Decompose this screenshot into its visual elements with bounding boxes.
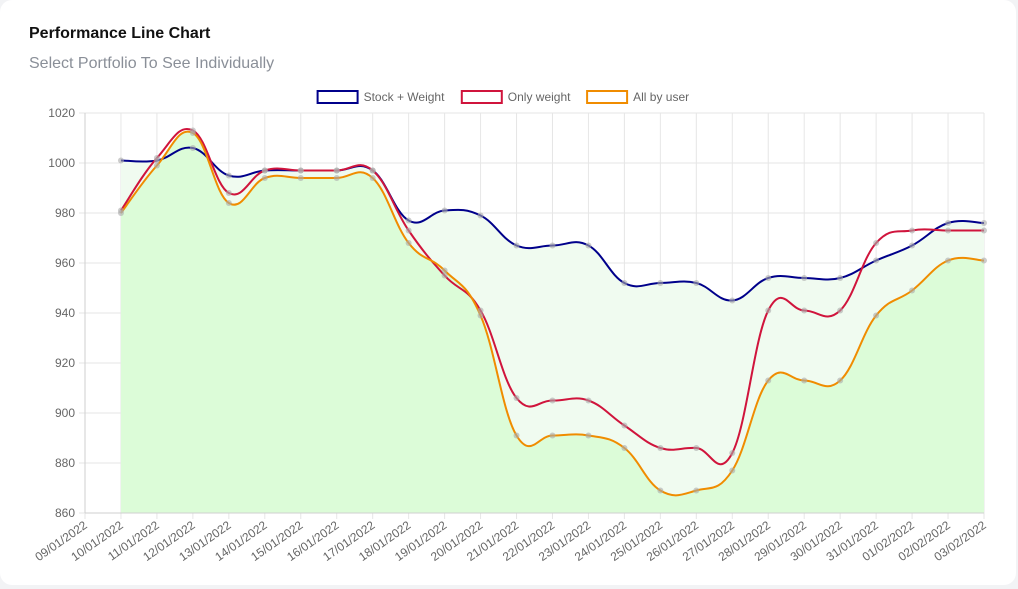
- data-points: [117, 127, 987, 494]
- data-point[interactable]: [801, 307, 808, 314]
- data-point[interactable]: [369, 175, 376, 181]
- legend-label[interactable]: All by user: [633, 90, 689, 104]
- data-point[interactable]: [513, 432, 520, 439]
- data-point[interactable]: [765, 275, 772, 281]
- data-point[interactable]: [261, 167, 268, 174]
- data-point[interactable]: [657, 445, 664, 451]
- data-point[interactable]: [441, 267, 448, 274]
- y-tick-label: 1000: [48, 156, 75, 170]
- data-point[interactable]: [981, 220, 987, 226]
- data-point[interactable]: [837, 377, 844, 384]
- legend-label[interactable]: Only weight: [508, 90, 571, 104]
- data-point[interactable]: [549, 432, 556, 439]
- data-point[interactable]: [729, 297, 736, 304]
- y-tick-label: 1020: [48, 106, 75, 120]
- data-point[interactable]: [909, 227, 916, 234]
- data-point[interactable]: [333, 175, 340, 181]
- data-point[interactable]: [405, 217, 412, 224]
- data-point[interactable]: [153, 162, 160, 169]
- data-point[interactable]: [585, 397, 592, 404]
- data-point[interactable]: [117, 157, 124, 164]
- chart-title: Performance Line Chart: [29, 25, 211, 42]
- series-fill: [120, 131, 984, 513]
- y-tick-label: 960: [55, 256, 75, 270]
- data-point[interactable]: [909, 287, 916, 294]
- data-point[interactable]: [225, 190, 232, 196]
- data-point[interactable]: [153, 155, 160, 161]
- data-point[interactable]: [549, 242, 556, 249]
- data-point[interactable]: [657, 280, 664, 286]
- area-fills: [120, 131, 984, 513]
- data-point[interactable]: [261, 175, 268, 181]
- data-point[interactable]: [621, 445, 628, 451]
- data-point[interactable]: [837, 307, 844, 314]
- data-point[interactable]: [945, 257, 952, 264]
- data-point[interactable]: [405, 240, 412, 246]
- data-point[interactable]: [837, 275, 844, 281]
- data-point[interactable]: [765, 377, 772, 384]
- data-point[interactable]: [225, 200, 232, 206]
- data-point[interactable]: [621, 422, 628, 429]
- data-point[interactable]: [657, 487, 664, 494]
- data-point[interactable]: [801, 377, 808, 384]
- data-point[interactable]: [117, 210, 124, 216]
- data-point[interactable]: [873, 240, 880, 246]
- chart-subtitle: Select Portfolio To See Individually: [29, 55, 275, 72]
- data-point[interactable]: [441, 272, 448, 279]
- data-point[interactable]: [405, 227, 412, 234]
- data-point[interactable]: [297, 167, 304, 174]
- data-point[interactable]: [333, 167, 340, 174]
- data-point[interactable]: [945, 220, 952, 226]
- legend-label[interactable]: Stock + Weight: [364, 90, 445, 104]
- y-tick-label: 880: [55, 456, 75, 470]
- data-point[interactable]: [585, 432, 592, 439]
- data-point[interactable]: [909, 242, 916, 249]
- data-point[interactable]: [549, 397, 556, 404]
- data-point[interactable]: [477, 307, 484, 314]
- data-point[interactable]: [945, 227, 952, 234]
- data-point[interactable]: [369, 167, 376, 174]
- legend-swatch[interactable]: [586, 90, 629, 104]
- data-point[interactable]: [225, 172, 232, 179]
- legend-swatch[interactable]: [460, 90, 503, 104]
- data-point[interactable]: [765, 307, 772, 314]
- data-point[interactable]: [693, 445, 700, 451]
- data-point[interactable]: [189, 145, 196, 151]
- data-point[interactable]: [621, 280, 628, 286]
- data-point[interactable]: [729, 450, 736, 456]
- data-point[interactable]: [297, 175, 304, 181]
- data-point[interactable]: [873, 312, 880, 319]
- data-point[interactable]: [585, 242, 592, 249]
- data-point[interactable]: [693, 280, 700, 286]
- data-point[interactable]: [513, 395, 520, 401]
- data-point[interactable]: [729, 467, 736, 474]
- data-point[interactable]: [981, 227, 987, 234]
- data-point[interactable]: [513, 242, 520, 249]
- y-tick-label: 980: [55, 206, 75, 220]
- data-point[interactable]: [981, 257, 987, 264]
- data-point[interactable]: [441, 207, 448, 214]
- y-tick-label: 940: [55, 306, 75, 320]
- y-tick-label: 860: [55, 506, 75, 520]
- y-tick-label: 920: [55, 356, 75, 370]
- data-point[interactable]: [189, 130, 196, 136]
- data-point[interactable]: [477, 312, 484, 319]
- data-point[interactable]: [801, 275, 808, 281]
- data-point[interactable]: [477, 212, 484, 219]
- data-point[interactable]: [693, 487, 700, 494]
- legend-swatch[interactable]: [316, 90, 359, 104]
- y-tick-label: 900: [55, 406, 75, 420]
- data-point[interactable]: [873, 257, 880, 264]
- legend[interactable]: Stock + Weight Only weight All by user: [316, 90, 690, 104]
